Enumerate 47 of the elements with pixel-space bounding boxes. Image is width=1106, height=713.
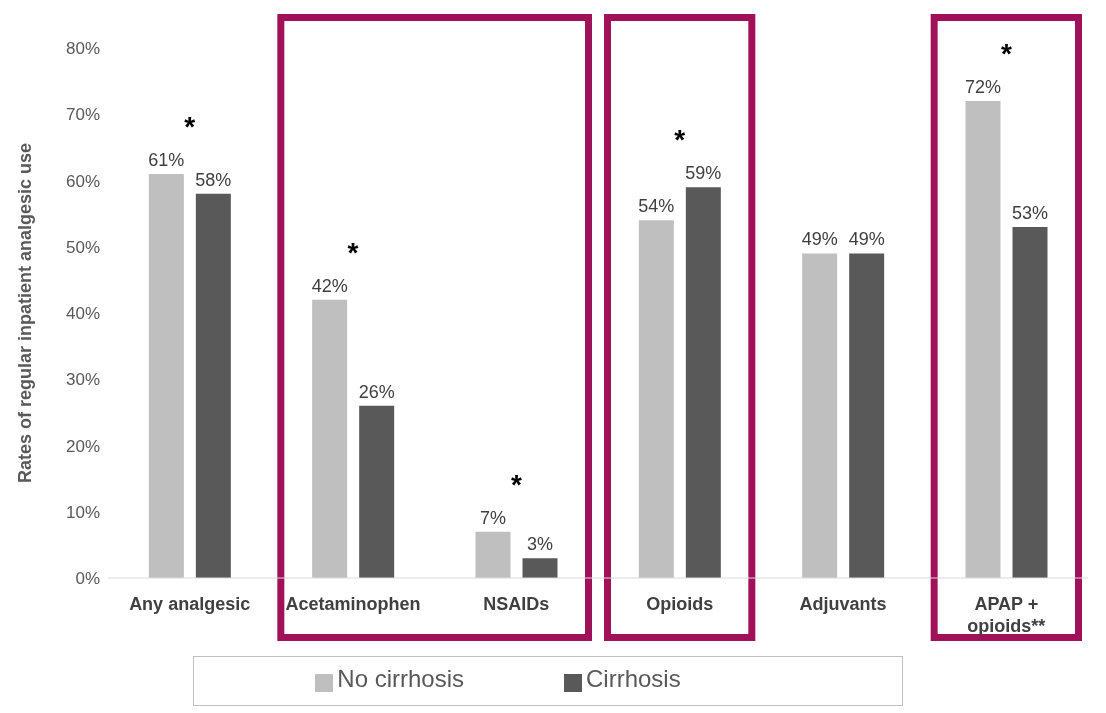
data-label: 58%: [195, 169, 232, 190]
data-label: 61%: [148, 149, 185, 170]
y-axis-title: Rates of regular inpatient analgesic use: [15, 142, 36, 483]
x-tick-label: APAP + opioids**: [967, 594, 1046, 636]
y-tick-label: 70%: [65, 105, 100, 125]
bar: [1012, 226, 1048, 578]
y-tick-label: 20%: [65, 436, 100, 456]
bar: [359, 405, 395, 578]
bar: [312, 299, 348, 578]
bar: [148, 173, 184, 578]
y-tick-label: 60%: [65, 171, 100, 191]
y-tick-label: 80%: [65, 39, 100, 59]
data-label: 42%: [311, 275, 348, 296]
x-tick-label: Acetaminophen: [285, 594, 421, 614]
bar: [685, 187, 721, 578]
y-tick-label: 50%: [65, 237, 100, 257]
annotation: *: [184, 110, 196, 142]
data-label: 59%: [685, 163, 722, 184]
annotation: *: [674, 124, 686, 156]
y-tick-label: 40%: [65, 304, 100, 324]
annotation: *: [347, 236, 359, 268]
bar: [965, 101, 1001, 578]
annotation: *: [1000, 37, 1012, 69]
x-tick-label: Any analgesic: [129, 594, 251, 614]
data-label: 3%: [526, 534, 554, 555]
data-label: 7%: [479, 507, 507, 528]
bar: [802, 253, 838, 578]
bar: [195, 193, 231, 578]
y-tick-label: 10%: [65, 502, 100, 522]
annotation: *: [510, 468, 522, 500]
data-label: 72%: [964, 77, 1002, 97]
bar: [849, 253, 885, 578]
bar: [475, 531, 511, 578]
data-label: 49%: [801, 229, 838, 250]
bar: [638, 220, 674, 578]
legend-label: No cirrhosis: [337, 665, 464, 692]
bar: [522, 558, 558, 578]
legend-label: Cirrhosis: [586, 665, 681, 692]
data-label: 26%: [358, 381, 395, 402]
x-tick-label: Adjuvants: [799, 594, 887, 614]
y-tick-label: 30%: [65, 370, 100, 390]
data-label: 49%: [848, 229, 885, 250]
data-label: 54%: [638, 196, 675, 217]
data-label: 53%: [1011, 202, 1049, 223]
y-tick-label: 0%: [75, 569, 100, 589]
x-tick-label: Opioids: [646, 594, 714, 614]
x-tick-label: NSAIDs: [483, 594, 550, 614]
